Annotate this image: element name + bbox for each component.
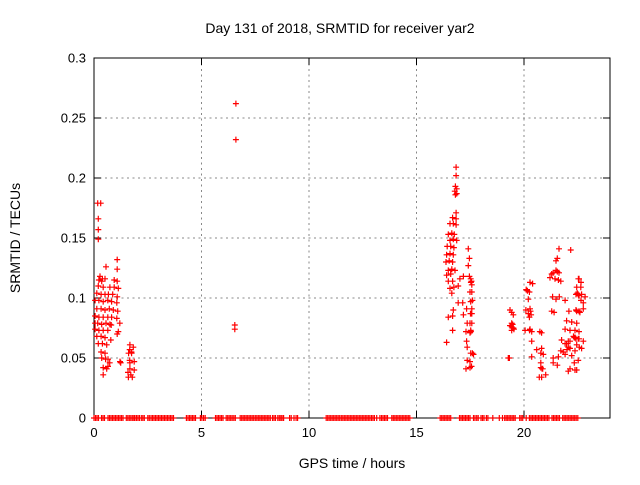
y-tick-label: 0	[79, 411, 86, 426]
x-tick-label: 0	[90, 425, 97, 440]
y-tick-label: 0.15	[61, 231, 86, 246]
x-tick-label: 15	[409, 425, 423, 440]
x-tick-label: 10	[302, 425, 316, 440]
y-axis-label: SRMTID / TECUs	[7, 183, 23, 293]
plus-marker-path	[91, 100, 589, 421]
data-points	[91, 100, 589, 421]
x-tick-label: 20	[517, 425, 531, 440]
y-tick-label: 0.2	[68, 171, 86, 186]
gridlines	[94, 58, 610, 418]
x-axis-label: GPS time / hours	[299, 455, 406, 471]
y-tick-label: 0.3	[68, 51, 86, 66]
chart-title: Day 131 of 2018, SRMTID for receiver yar…	[205, 20, 474, 36]
x-tick-label: 5	[198, 425, 205, 440]
y-tick-label: 0.05	[61, 351, 86, 366]
axis-tick-labels: 0 5 10 15 20 0 0.05 0.1 0.15 0.2 0.25 0.3	[61, 51, 532, 441]
y-tick-label: 0.1	[68, 291, 86, 306]
y-tick-label: 0.25	[61, 111, 86, 126]
